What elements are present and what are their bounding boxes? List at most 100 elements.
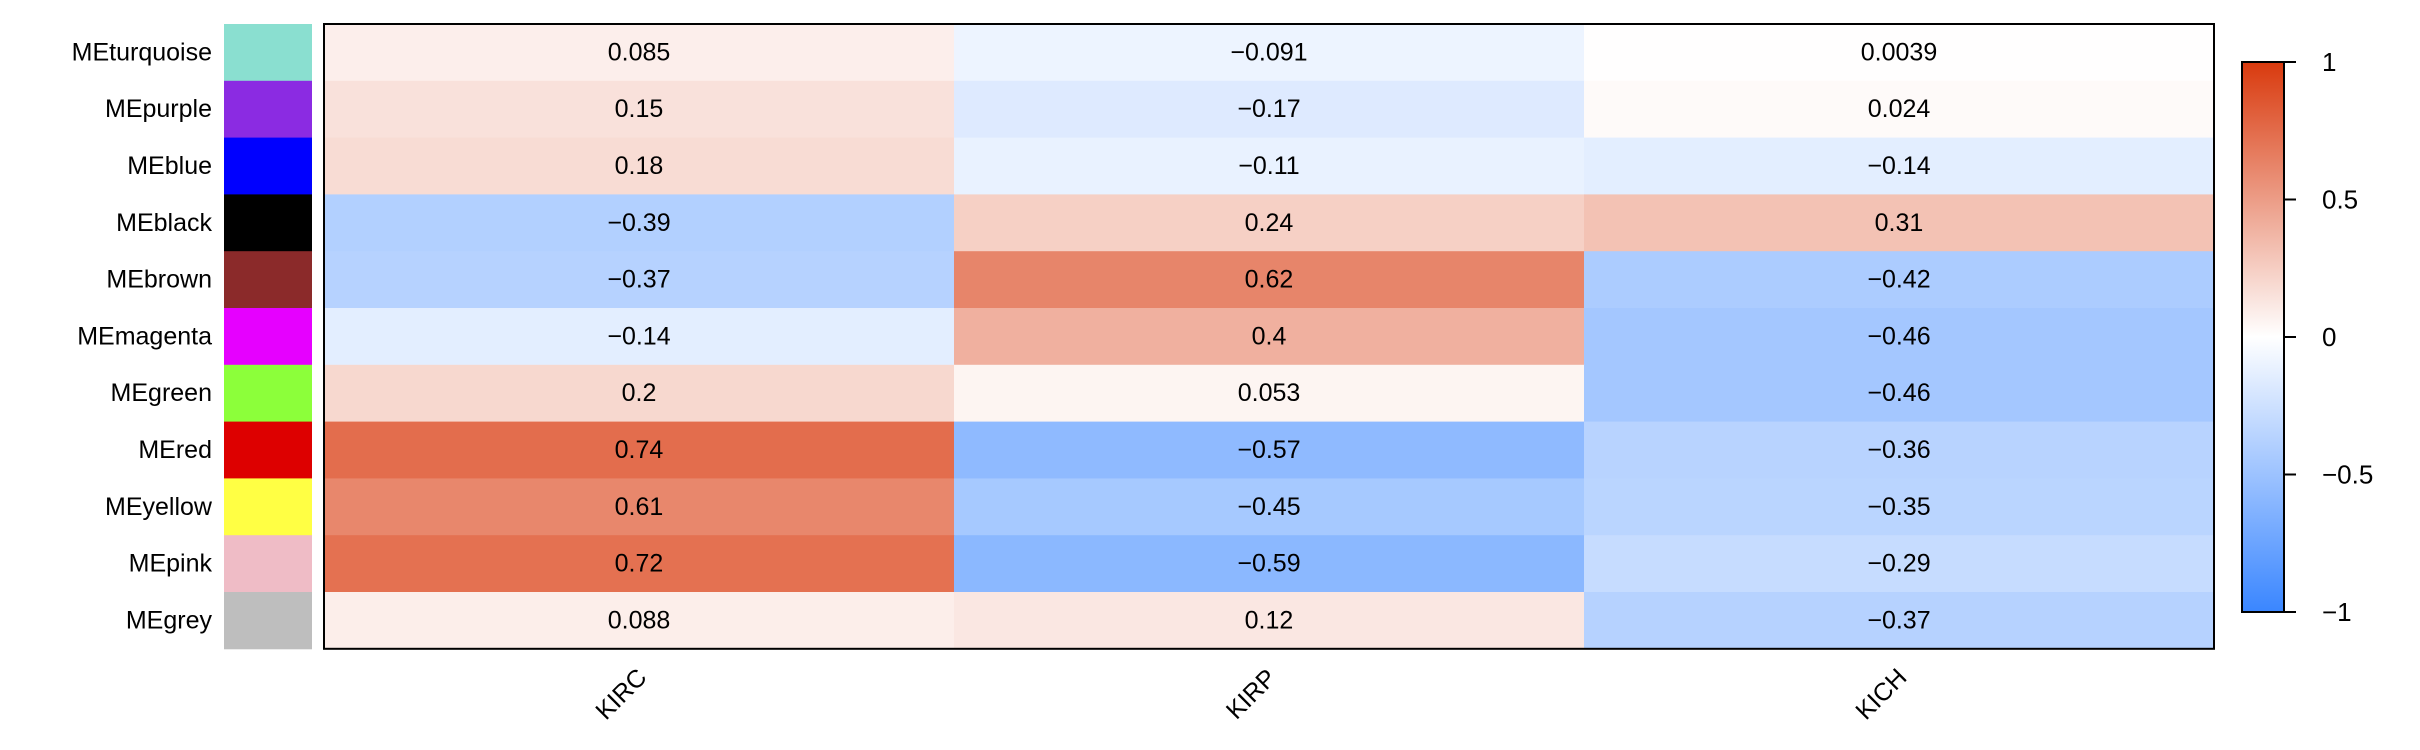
- heatmap-cell: [324, 194, 955, 252]
- cell-value-label: 0.2: [622, 379, 657, 407]
- row-label: MEblack: [116, 209, 212, 237]
- cell-value-label: 0.12: [1245, 606, 1294, 634]
- module-swatch-MEgrey: [224, 592, 312, 650]
- heatmap-frame: [323, 23, 2215, 650]
- colorbar-tick-label: 0: [2322, 322, 2336, 352]
- colorbar-legend: 1 0.5 0 −0.5 −1: [2241, 47, 2373, 627]
- heatmap-cell: [324, 308, 955, 366]
- heatmap-cell: [324, 421, 955, 479]
- colorbar-tick-label: 1: [2322, 47, 2336, 77]
- colorbar-gradient: [2241, 61, 2285, 613]
- heatmap-cell: [954, 478, 1585, 536]
- module-swatch-MEturquoise: [224, 24, 312, 82]
- heatmap-cell: [954, 80, 1585, 139]
- cell-value-label: 0.085: [608, 38, 671, 66]
- row-label: MEgrey: [126, 606, 213, 634]
- cell-value-label: −0.37: [607, 266, 670, 294]
- heatmap-cell: [954, 194, 1585, 252]
- trait-column-labels: KIRC KIRP KICH: [590, 663, 1912, 725]
- cell-value-label: 0.61: [615, 493, 664, 521]
- heatmap-cell: [1584, 478, 2215, 536]
- cell-value-label: −0.59: [1237, 550, 1300, 578]
- heatmap-cell: [1584, 80, 2215, 139]
- heatmap-cell: [1584, 137, 2215, 195]
- module-swatch-MEbrown: [224, 251, 312, 309]
- row-label: MEred: [138, 436, 212, 464]
- module-swatch-MEpink: [224, 535, 312, 593]
- cell-value-label: 0.088: [608, 606, 671, 634]
- cell-value-label: 0.0039: [1861, 38, 1937, 66]
- heatmap-cell: [954, 308, 1585, 366]
- heatmap-cell: [1584, 535, 2215, 593]
- row-label: MEpink: [129, 550, 213, 578]
- module-row-labels: MEturquoise MEpurple MEblue MEblack MEbrown M…: [72, 38, 213, 634]
- cell-value-label: 0.74: [615, 436, 664, 464]
- heatmap-cell: [324, 137, 955, 195]
- heatmap-cell: [954, 364, 1585, 423]
- row-label: MEgreen: [111, 379, 212, 407]
- cell-value-label: −0.45: [1237, 493, 1300, 521]
- cell-value-label: −0.46: [1867, 322, 1930, 350]
- cell-value-label: 0.024: [1868, 95, 1931, 123]
- cell-value-label: −0.17: [1237, 95, 1300, 123]
- cell-value-label: −0.36: [1867, 436, 1930, 464]
- cell-value-label: 0.4: [1252, 322, 1287, 350]
- cell-value-label: −0.14: [607, 322, 670, 350]
- cell-value-label: −0.14: [1867, 152, 1930, 180]
- heatmap-cell: [1584, 364, 2215, 423]
- module-swatch-MEgreen: [224, 364, 312, 423]
- heatmap-cell: [324, 364, 955, 423]
- heatmap-cell: [1584, 592, 2215, 650]
- module-swatch-MEblack: [224, 194, 312, 252]
- heatmap-cell: [954, 251, 1585, 309]
- cell-value-label: −0.46: [1867, 379, 1930, 407]
- cell-value-label: −0.37: [1867, 606, 1930, 634]
- heatmap-cell: [954, 137, 1585, 195]
- heatmap-cell: [954, 421, 1585, 479]
- module-swatch-MEred: [224, 421, 312, 479]
- cell-value-label: −0.29: [1867, 550, 1930, 578]
- heatmap-cell: [324, 24, 955, 82]
- row-label: MEpurple: [105, 95, 212, 123]
- cell-value-label: 0.24: [1245, 209, 1294, 237]
- cell-value-label: 0.72: [615, 550, 664, 578]
- colorbar-tick-label: 0.5: [2322, 185, 2358, 215]
- cell-value-label: −0.39: [607, 209, 670, 237]
- cell-value-label: 0.62: [1245, 266, 1294, 294]
- cell-value-label: −0.42: [1867, 266, 1930, 294]
- cell-value-label: 0.15: [615, 95, 664, 123]
- module-swatch-MEyellow: [224, 478, 312, 536]
- row-label: MEmagenta: [77, 322, 212, 350]
- cell-value-label: 0.31: [1875, 209, 1924, 237]
- heatmap-cell-labels: 0.085 −0.091 0.0039 0.15 −0.17 0.024 0.18 −0.11…: [607, 38, 1937, 634]
- colorbar-tick-label: −0.5: [2322, 460, 2373, 490]
- heatmap-cell: [324, 478, 955, 536]
- row-label: MEturquoise: [72, 38, 212, 66]
- module-swatch-MEblue: [224, 137, 312, 195]
- heatmap-cell: [1584, 421, 2215, 479]
- heatmap-cell: [324, 251, 955, 309]
- column-label: KIRP: [1221, 664, 1282, 725]
- cell-value-label: −0.091: [1230, 38, 1307, 66]
- heatmap-cell: [954, 24, 1585, 82]
- module-swatch-MEpurple: [224, 80, 312, 139]
- heatmap-cell: [1584, 251, 2215, 309]
- cell-value-label: 0.18: [615, 152, 664, 180]
- column-label: KICH: [1850, 663, 1912, 725]
- heatmap-cell: [954, 592, 1585, 650]
- row-label: MEblue: [127, 152, 212, 180]
- heatmap-cells: [324, 24, 2215, 650]
- cell-value-label: −0.11: [1238, 152, 1299, 180]
- module-color-swatches: [224, 24, 312, 650]
- heatmap-cell: [1584, 24, 2215, 82]
- heatmap-cell: [954, 535, 1585, 593]
- heatmap-cell: [1584, 308, 2215, 366]
- row-label: MEbrown: [106, 266, 212, 294]
- module-swatch-MEmagenta: [224, 308, 312, 366]
- colorbar-tick-label: −1: [2322, 597, 2352, 627]
- row-label: MEyellow: [105, 493, 213, 521]
- cell-value-label: −0.35: [1867, 493, 1930, 521]
- heatmap-cell: [324, 592, 955, 650]
- cell-value-label: −0.57: [1237, 436, 1300, 464]
- column-label: KIRC: [590, 663, 652, 725]
